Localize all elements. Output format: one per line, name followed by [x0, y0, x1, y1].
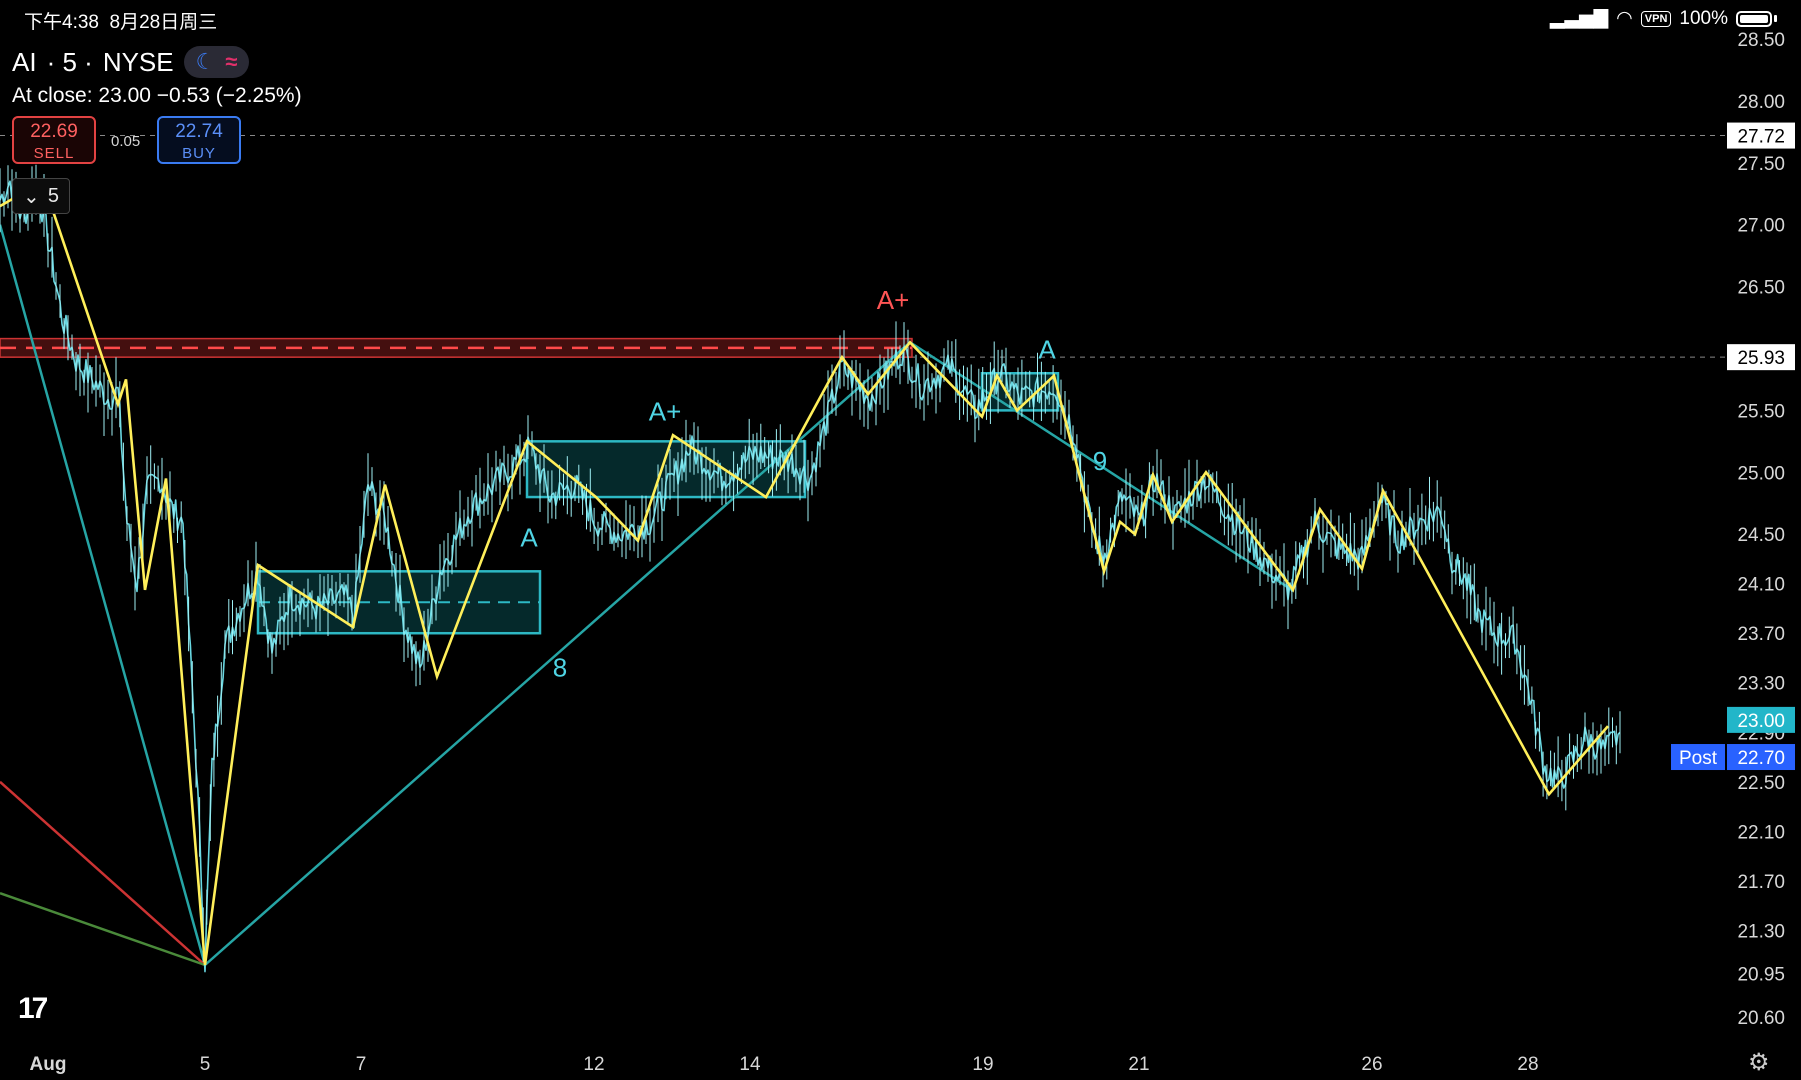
wifi-icon: ◠: [1616, 8, 1633, 29]
close-change: −0.53 (−2.25%): [156, 84, 302, 107]
interval-value: 5: [47, 184, 59, 207]
zigzag-line: [0, 179, 1609, 966]
chevron-down-icon: ⌄: [23, 185, 40, 208]
annotation-4: 8: [553, 653, 567, 683]
y-tick-label: 21.30: [1737, 921, 1785, 942]
y-tick-label: 28.50: [1737, 30, 1785, 51]
close-label: At close:: [12, 84, 93, 107]
status-indicators: ▂▃▅▇ ◠ VPN 100%: [1550, 7, 1777, 30]
spread-value: 0.05: [111, 133, 141, 150]
y-tick-label: 20.95: [1737, 965, 1785, 986]
price-label-box-0: [1727, 706, 1795, 733]
y-tick-label: 27.50: [1737, 154, 1785, 175]
hline-label-1: 25.93: [1737, 348, 1785, 369]
post-tag-box: [1671, 744, 1725, 771]
wave-icon[interactable]: ≈: [225, 49, 238, 74]
x-tick-label: 28: [1517, 1054, 1538, 1075]
y-tick-label: 20.60: [1737, 1008, 1785, 1029]
annotation-5: 9: [1093, 446, 1107, 476]
interval-dropdown[interactable]: ⌄ 5: [12, 178, 70, 214]
y-tick-label: 24.10: [1737, 575, 1785, 596]
trend-line-green-line: [0, 892, 206, 967]
battery-percent: 100%: [1679, 7, 1728, 29]
y-tick-label: 22.50: [1737, 773, 1785, 794]
buy-price: 22.74: [175, 121, 223, 142]
battery-icon: [1736, 10, 1772, 27]
x-tick-label: 12: [583, 1054, 604, 1075]
symbol-header[interactable]: AI · 5 · NYSE ☾ ≈: [12, 46, 250, 78]
hline-label-box-0: [1727, 122, 1795, 149]
moon-icon[interactable]: ☾: [195, 49, 216, 74]
y-tick-label: 23.30: [1737, 674, 1785, 695]
trend-line-teal-left: [0, 224, 207, 966]
tradingview-logo-icon[interactable]: 17: [18, 992, 48, 1025]
buy-label: BUY: [182, 145, 216, 162]
exchange-label: NYSE: [102, 46, 174, 77]
y-tick-label: 27.00: [1737, 216, 1785, 237]
x-tick-label: 7: [356, 1054, 367, 1075]
y-tick-label: 21.70: [1737, 872, 1785, 893]
session-toggle[interactable]: ☾ ≈: [183, 46, 250, 78]
trend-line-red-line: [0, 780, 206, 966]
sell-label: SELL: [33, 145, 75, 162]
y-tick-label: 28.00: [1737, 92, 1785, 113]
battery-tip-icon: [1774, 15, 1777, 22]
trend-line-teal-down: [909, 341, 1293, 591]
x-tick-label: 14: [739, 1054, 761, 1075]
annotation-3: A: [520, 523, 538, 553]
y-tick-label: 26.50: [1737, 278, 1785, 299]
ticker[interactable]: AI: [12, 46, 37, 77]
x-tick-label: Aug: [30, 1054, 67, 1075]
annotation-0: A+: [877, 285, 910, 315]
price-wicks: [0, 164, 1621, 962]
cellular-signal-icon: ▂▃▅▇: [1549, 8, 1609, 29]
y-tick-label: 24.50: [1737, 525, 1785, 546]
clock-date: 8月28日周三: [109, 12, 218, 33]
buy-button[interactable]: 22.74 BUY: [157, 116, 241, 164]
hline-label-box-1: [1727, 344, 1795, 371]
sell-button[interactable]: 22.69 SELL: [12, 116, 96, 164]
y-tick-label: 22.10: [1737, 822, 1785, 843]
y-tick-label: 25.00: [1737, 463, 1785, 484]
price-label-0: 23.00: [1737, 711, 1785, 732]
x-tick-label: 26: [1361, 1054, 1382, 1075]
sell-price: 22.69: [30, 121, 78, 142]
annotation-1: A+: [649, 396, 682, 426]
price-label-box-1: [1727, 744, 1795, 771]
y-tick-label: 25.50: [1737, 401, 1785, 422]
y-tick-label: 23.70: [1737, 624, 1785, 645]
close-value: 23.00: [98, 84, 151, 107]
vpn-badge: VPN: [1640, 10, 1672, 27]
clock-time: 下午4:38: [24, 12, 99, 33]
hline-label-0: 27.72: [1737, 127, 1785, 148]
close-info: At close: 23.00 −0.53 (−2.25%): [12, 84, 302, 108]
interval-label[interactable]: · 5 ·: [46, 46, 93, 77]
gear-icon[interactable]: ⚙: [1748, 1049, 1770, 1076]
x-tick-label: 21: [1128, 1054, 1149, 1075]
post-tag: Post: [1679, 748, 1718, 769]
status-bar: 下午4:38 8月28日周三 ▂▃▅▇ ◠ VPN 100%: [0, 0, 1801, 36]
annotation-2: A: [1038, 334, 1056, 364]
status-time: 下午4:38 8月28日周三: [24, 7, 217, 34]
price-label-1: 22.70: [1737, 748, 1785, 769]
x-tick-label: 19: [972, 1054, 993, 1075]
price-series: [0, 180, 1621, 973]
x-tick-label: 5: [200, 1054, 211, 1075]
